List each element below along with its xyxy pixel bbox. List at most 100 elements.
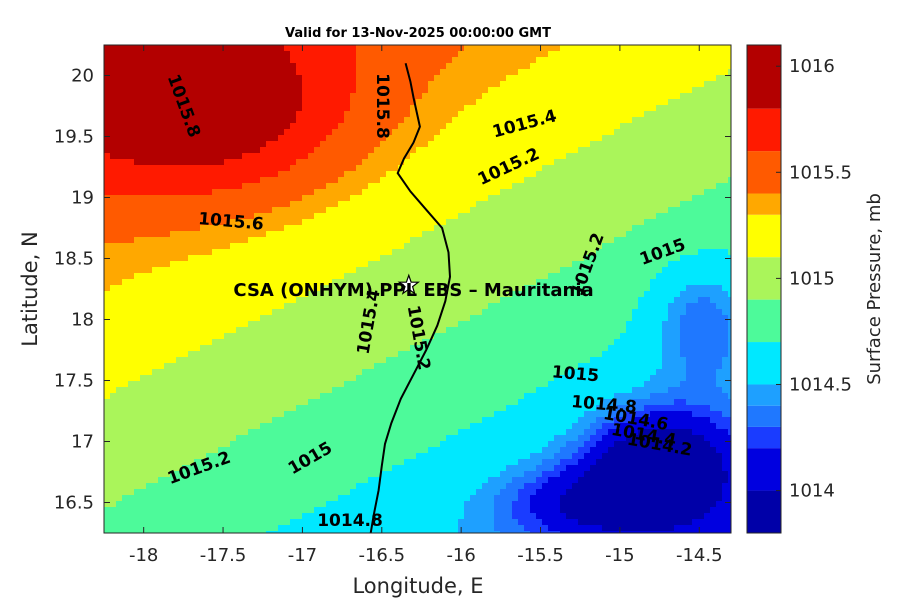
field-cell (344, 75, 351, 82)
field-cell (512, 309, 519, 316)
field-cell (254, 303, 261, 310)
field-cell (434, 195, 441, 202)
field-cell (176, 81, 183, 88)
field-cell (200, 237, 207, 244)
field-cell (530, 141, 537, 148)
field-cell (578, 273, 585, 280)
field-cell (470, 171, 477, 178)
field-cell (158, 189, 165, 196)
field-cell (410, 135, 417, 142)
field-cell (548, 51, 555, 58)
field-cell (296, 159, 303, 166)
field-cell (332, 213, 339, 220)
field-cell (188, 249, 195, 256)
field-cell (464, 117, 471, 124)
field-cell (476, 225, 483, 232)
field-cell (380, 291, 387, 298)
field-cell (278, 213, 285, 220)
field-cell (524, 219, 531, 226)
field-cell (140, 87, 147, 94)
field-cell (440, 267, 447, 274)
field-cell (146, 255, 153, 262)
field-cell (188, 153, 195, 160)
field-cell (236, 225, 243, 232)
field-cell (620, 219, 627, 226)
field-cell (728, 147, 731, 154)
field-cell (380, 327, 387, 334)
field-cell (512, 123, 519, 130)
field-cell (446, 189, 453, 196)
field-cell (584, 165, 591, 172)
field-cell (488, 213, 495, 220)
field-cell (260, 135, 267, 142)
field-cell (554, 303, 561, 310)
field-cell (500, 285, 507, 292)
field-cell (380, 63, 387, 70)
field-cell (206, 273, 213, 280)
field-cell (632, 117, 639, 124)
field-cell (302, 249, 309, 256)
field-cell (590, 117, 597, 124)
field-cell (470, 51, 477, 58)
field-cell (410, 129, 417, 136)
field-cell (146, 87, 153, 94)
field-cell (422, 105, 429, 112)
field-cell (608, 189, 615, 196)
field-cell (452, 105, 459, 112)
field-cell (650, 183, 657, 190)
field-cell (164, 321, 171, 328)
field-cell (530, 57, 537, 64)
field-cell (410, 213, 417, 220)
field-cell (614, 105, 621, 112)
field-cell (482, 201, 489, 208)
field-cell (104, 261, 111, 268)
field-cell (236, 135, 243, 142)
field-cell (686, 195, 693, 202)
field-cell (626, 87, 633, 94)
field-cell (266, 93, 273, 100)
field-cell (668, 57, 675, 64)
field-cell (284, 177, 291, 184)
field-cell (530, 111, 537, 118)
field-cell (314, 159, 321, 166)
field-cell (530, 249, 537, 256)
field-cell (386, 261, 393, 268)
field-cell (374, 111, 381, 118)
field-cell (548, 135, 555, 142)
field-cell (578, 117, 585, 124)
field-cell (668, 117, 675, 124)
field-cell (470, 249, 477, 256)
field-cell (104, 237, 111, 244)
field-cell (302, 243, 309, 250)
field-cell (416, 99, 423, 106)
field-cell (590, 183, 597, 190)
field-cell (164, 213, 171, 220)
field-cell (266, 183, 273, 190)
field-cell (308, 177, 315, 184)
field-cell (230, 123, 237, 130)
field-cell (224, 249, 231, 256)
field-cell (524, 321, 531, 328)
field-cell (638, 63, 645, 70)
field-cell (578, 315, 585, 322)
field-cell (302, 195, 309, 202)
field-cell (416, 243, 423, 250)
field-cell (440, 153, 447, 160)
field-cell (284, 231, 291, 238)
field-cell (566, 213, 573, 220)
field-cell (596, 87, 603, 94)
field-cell (218, 327, 225, 334)
field-cell (554, 147, 561, 154)
field-cell (482, 267, 489, 274)
field-cell (608, 165, 615, 172)
field-cell (212, 105, 219, 112)
field-cell (674, 63, 681, 70)
field-cell (704, 123, 711, 130)
field-cell (344, 237, 351, 244)
field-cell (440, 45, 447, 52)
field-cell (170, 87, 177, 94)
field-cell (236, 207, 243, 214)
field-cell (194, 93, 201, 100)
field-cell (464, 147, 471, 154)
field-cell (278, 249, 285, 256)
